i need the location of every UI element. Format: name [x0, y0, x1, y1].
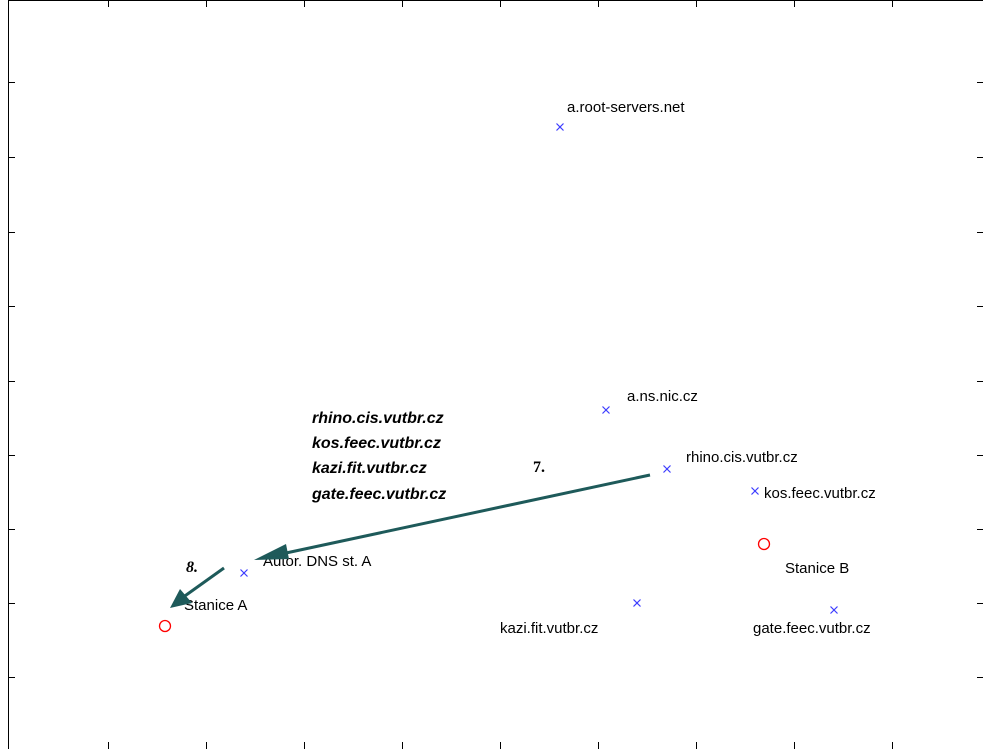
server-label-kos: kos.feec.vutbr.cz: [764, 485, 876, 502]
step-label-7: 7.: [533, 459, 545, 476]
station-markers: [158, 537, 771, 633]
server-marker-nsnic: [602, 406, 610, 414]
server-label-rhino: rhino.cis.vutbr.cz: [686, 449, 798, 466]
response-list-item-4: gate.feec.vutbr.cz: [311, 486, 446, 503]
station-marker-stanice-a: [158, 619, 172, 633]
server-label-kazi: kazi.fit.vutbr.cz: [500, 620, 598, 637]
step-label-8: 8.: [186, 559, 198, 576]
server-label-autordns: Autor. DNS st. A: [263, 553, 371, 570]
server-marker-autordns: [240, 569, 248, 577]
server-marker-kos: [751, 487, 759, 495]
arrow-step-7: [254, 473, 651, 560]
server-label-nsnic: a.ns.nic.cz: [627, 388, 698, 405]
response-list-item-2: kos.feec.vutbr.cz: [312, 435, 441, 452]
arrow-step-8: [170, 566, 225, 608]
server-markers: [240, 123, 838, 614]
tick-marks: [9, 1, 983, 749]
server-label-gate: gate.feec.vutbr.cz: [753, 620, 871, 637]
server-marker-root: [556, 123, 564, 131]
station-label-b: Stanice B: [785, 560, 849, 577]
server-marker-gate: [830, 606, 838, 614]
plot-frame: [8, 0, 983, 749]
station-marker-stanice-b: [757, 537, 771, 551]
response-list-item-3: kazi.fit.vutbr.cz: [312, 460, 427, 477]
server-marker-rhino: [663, 465, 671, 473]
server-marker-kazi: [633, 599, 641, 607]
station-label-a: Stanice A: [184, 597, 247, 614]
response-list-item-1: rhino.cis.vutbr.cz: [312, 410, 444, 427]
server-label-root: a.root-servers.net: [567, 99, 685, 116]
